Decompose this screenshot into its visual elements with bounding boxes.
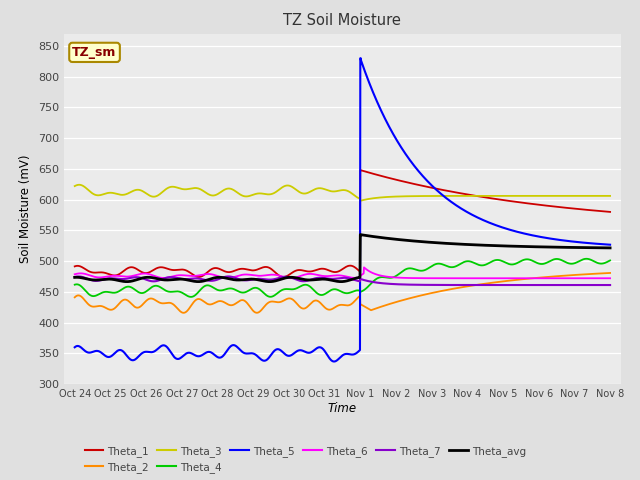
Title: TZ Soil Moisture: TZ Soil Moisture bbox=[284, 13, 401, 28]
X-axis label: Time: Time bbox=[328, 402, 357, 415]
Y-axis label: Soil Moisture (mV): Soil Moisture (mV) bbox=[19, 155, 33, 263]
Legend: Theta_1, Theta_2, Theta_3, Theta_4, Theta_5, Theta_6, Theta_7, Theta_avg: Theta_1, Theta_2, Theta_3, Theta_4, Thet… bbox=[81, 442, 530, 477]
Text: TZ_sm: TZ_sm bbox=[72, 46, 116, 59]
